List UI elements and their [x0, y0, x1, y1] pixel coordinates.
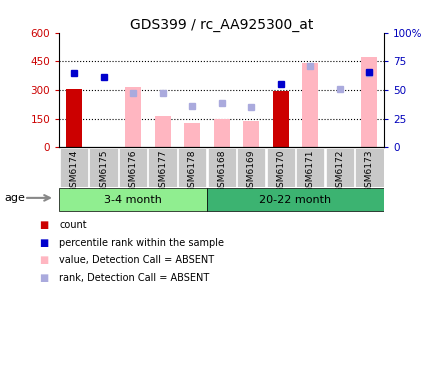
Text: count: count: [59, 220, 87, 230]
Text: age: age: [4, 193, 25, 203]
FancyBboxPatch shape: [296, 147, 324, 187]
Bar: [66, 89, 82, 147]
Title: GDS399 / rc_AA925300_at: GDS399 / rc_AA925300_at: [130, 18, 313, 32]
Bar: [154, 116, 170, 147]
Text: GSM6177: GSM6177: [158, 149, 167, 193]
FancyBboxPatch shape: [206, 188, 383, 211]
Text: 3-4 month: 3-4 month: [104, 195, 162, 205]
Text: GSM6169: GSM6169: [246, 149, 255, 193]
FancyBboxPatch shape: [207, 147, 235, 187]
Bar: [360, 57, 377, 147]
FancyBboxPatch shape: [354, 147, 383, 187]
Text: GSM6168: GSM6168: [217, 149, 226, 193]
FancyBboxPatch shape: [60, 147, 88, 187]
FancyBboxPatch shape: [89, 147, 117, 187]
Text: GSM6175: GSM6175: [99, 149, 108, 193]
Bar: [301, 63, 318, 147]
Text: rank, Detection Call = ABSENT: rank, Detection Call = ABSENT: [59, 273, 209, 283]
Text: GSM6173: GSM6173: [364, 149, 373, 193]
FancyBboxPatch shape: [237, 147, 265, 187]
Text: GSM6170: GSM6170: [276, 149, 285, 193]
Text: GSM6174: GSM6174: [69, 149, 78, 193]
Bar: [125, 87, 141, 147]
Text: value, Detection Call = ABSENT: value, Detection Call = ABSENT: [59, 255, 214, 265]
Text: ■: ■: [39, 220, 49, 230]
Text: GSM6172: GSM6172: [335, 149, 343, 193]
FancyBboxPatch shape: [325, 147, 353, 187]
FancyBboxPatch shape: [59, 188, 206, 211]
Text: GSM6171: GSM6171: [305, 149, 314, 193]
Text: ■: ■: [39, 238, 49, 248]
Text: GSM6176: GSM6176: [128, 149, 137, 193]
Bar: [213, 119, 230, 147]
Text: ■: ■: [39, 255, 49, 265]
Bar: [184, 123, 200, 147]
Bar: [243, 121, 259, 147]
Text: GSM6178: GSM6178: [187, 149, 196, 193]
FancyBboxPatch shape: [148, 147, 177, 187]
FancyBboxPatch shape: [266, 147, 294, 187]
FancyBboxPatch shape: [177, 147, 206, 187]
FancyBboxPatch shape: [119, 147, 147, 187]
Text: percentile rank within the sample: percentile rank within the sample: [59, 238, 224, 248]
Text: ■: ■: [39, 273, 49, 283]
Bar: [272, 91, 288, 147]
Text: 20-22 month: 20-22 month: [259, 195, 331, 205]
